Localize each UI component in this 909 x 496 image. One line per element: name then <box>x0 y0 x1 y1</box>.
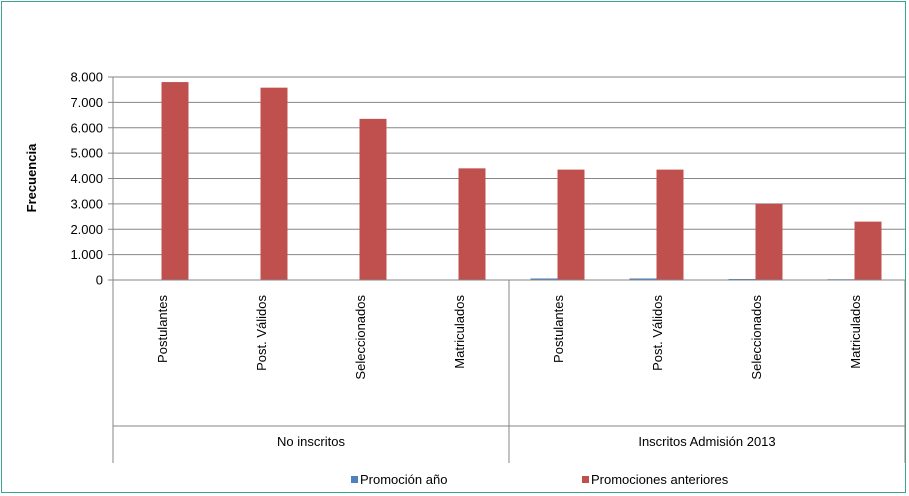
legend-swatch <box>582 476 589 483</box>
legend-label: Promociones anteriores <box>591 472 729 487</box>
bar-promociones-anteriores <box>260 87 288 280</box>
y-tick-label: 7.000 <box>70 95 103 110</box>
y-tick-label: 5.000 <box>70 146 103 161</box>
x-group-label: Inscritos Admisión 2013 <box>638 434 775 449</box>
legend: Promoción año Promociones anteriores <box>351 472 729 487</box>
x-category-label: Matriculados <box>452 295 467 369</box>
bar-promociones-anteriores <box>755 203 783 280</box>
legend-label: Promoción año <box>360 472 447 487</box>
gridlines <box>113 76 905 256</box>
legend-swatch <box>351 476 358 483</box>
x-group-label: No inscritos <box>277 434 345 449</box>
bar-promociones-anteriores <box>656 169 684 280</box>
x-category-label: Postulantes <box>551 295 566 363</box>
x-category-label: Post. Válidos <box>650 295 665 371</box>
x-category-label: Seleccionados <box>749 295 764 380</box>
y-tick-label: 3.000 <box>70 196 103 211</box>
axes <box>108 76 906 463</box>
bar-promocion-ano <box>530 278 558 280</box>
x-category-label: Matriculados <box>848 295 863 369</box>
bar-promocion-ano <box>728 278 756 280</box>
bar-promociones-anteriores <box>359 118 387 281</box>
x-category-labels: Postulantes Post. Válidos Seleccionados Mat… <box>155 295 863 380</box>
bar-promociones-anteriores <box>161 82 189 280</box>
y-axis-label: Frecuencia <box>24 143 39 212</box>
y-tick-label: 1.000 <box>70 247 103 262</box>
y-tick-label: 2.000 <box>70 222 103 237</box>
bars <box>134 82 882 281</box>
x-category-label: Postulantes <box>155 295 170 363</box>
bar-promociones-anteriores <box>458 168 486 280</box>
y-tick-label: 8.000 <box>70 70 103 85</box>
y-tick-label: 0 <box>96 273 103 288</box>
x-group-labels: No inscritos Inscritos Admisión 2013 <box>277 434 776 449</box>
y-tick-label: 6.000 <box>70 120 103 135</box>
y-tick-label: 4.000 <box>70 171 103 186</box>
x-category-label: Post. Válidos <box>254 295 269 371</box>
bar-promociones-anteriores <box>854 221 882 280</box>
bar-promocion-ano <box>629 278 657 280</box>
x-category-label: Seleccionados <box>353 295 368 380</box>
y-tick-labels: 0 1.000 2.000 3.000 4.000 5.000 6.000 7.000 8.00… <box>70 70 103 288</box>
bar-promociones-anteriores <box>557 169 585 280</box>
